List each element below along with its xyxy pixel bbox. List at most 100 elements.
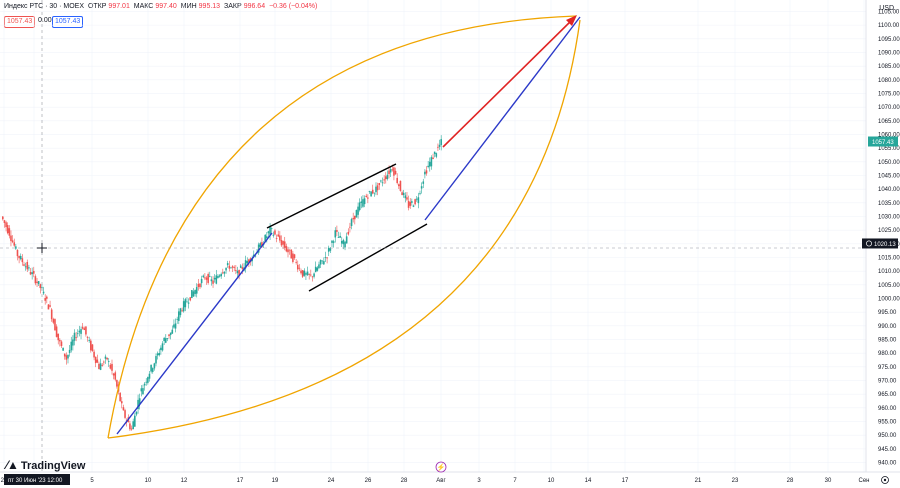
time-tick-label: 28 <box>787 478 794 484</box>
blue-trend-left <box>116 232 273 435</box>
tradingview-logo[interactable]: ⁄▲ TradingView <box>6 458 85 472</box>
candle <box>298 264 301 272</box>
price-tick-label: 1040.00 <box>878 187 900 193</box>
candle <box>151 367 154 374</box>
change-value: −0.36 (−0.04%) <box>269 3 318 10</box>
candle <box>124 408 126 420</box>
time-tick-label: 28 <box>401 478 408 484</box>
price-tick-label: 1090.00 <box>878 50 900 56</box>
svg-text:1057.43: 1057.43 <box>872 140 894 146</box>
candle <box>75 331 77 342</box>
candle <box>54 318 56 331</box>
ask-badge[interactable]: 1057.43 <box>52 16 84 28</box>
symbol-title[interactable]: Индекс РТС · 30 · MOEX <box>4 3 84 10</box>
candle <box>80 326 82 340</box>
candle <box>334 227 337 243</box>
candle <box>275 234 278 243</box>
candle <box>116 379 118 389</box>
candle <box>422 178 425 189</box>
candle <box>112 372 115 380</box>
price-tags: 1057.43 1020.13 <box>862 136 898 249</box>
candle <box>381 177 384 187</box>
candle <box>246 257 249 264</box>
candle <box>402 189 405 198</box>
candle <box>181 307 183 312</box>
candle <box>311 275 314 282</box>
time-tick-label: 12 <box>181 478 188 484</box>
bid-badge[interactable]: 1057.43 <box>4 16 36 28</box>
candle <box>49 300 51 308</box>
candle <box>104 354 107 364</box>
candle <box>103 360 105 366</box>
candle <box>301 270 304 278</box>
candle <box>73 329 76 346</box>
candle <box>120 397 123 409</box>
candle <box>352 212 354 223</box>
candle <box>8 225 11 239</box>
candle <box>222 268 224 275</box>
candle <box>194 289 196 297</box>
candle <box>380 179 382 183</box>
time-tick-label: 14 <box>585 478 592 484</box>
time-tick-label: 23 <box>732 478 739 484</box>
candle <box>406 192 408 201</box>
candle <box>257 242 260 255</box>
candle <box>310 269 312 277</box>
candle <box>83 326 86 331</box>
candle <box>81 323 84 330</box>
low-label: МИН <box>180 3 197 10</box>
red-arrow-line <box>442 17 575 148</box>
grid <box>0 0 866 472</box>
time-tick-label: 17 <box>237 478 244 484</box>
candle <box>303 268 306 277</box>
candle <box>150 364 152 374</box>
candle <box>143 382 146 391</box>
candle <box>205 275 208 285</box>
crosshair <box>0 0 866 472</box>
candle <box>21 254 24 266</box>
candle <box>109 363 112 370</box>
candle <box>411 198 413 206</box>
candle <box>19 253 22 261</box>
time-axis: 28пт 30 Июн '23510121719242628Авг3710141… <box>1 474 869 485</box>
candle <box>305 271 307 281</box>
time-tick-label: 3 <box>477 478 481 484</box>
time-tick-label: 10 <box>145 478 152 484</box>
candle <box>228 260 231 272</box>
candle <box>274 228 276 236</box>
candle <box>6 222 9 235</box>
time-tick-label: 26 <box>365 478 372 484</box>
candle <box>184 297 187 312</box>
candle <box>18 255 20 264</box>
candle <box>140 385 143 397</box>
candle <box>91 344 94 352</box>
candle <box>156 351 159 360</box>
candle <box>192 288 195 298</box>
candle <box>60 340 63 348</box>
candle <box>365 193 368 198</box>
candle <box>153 362 156 371</box>
candle <box>94 356 97 368</box>
candle <box>344 240 346 251</box>
candle <box>101 363 104 367</box>
candle <box>5 220 7 232</box>
candle <box>135 411 138 417</box>
candle <box>290 249 293 259</box>
candle <box>433 151 436 158</box>
candle <box>306 266 309 276</box>
currency-label[interactable]: USD <box>879 5 894 12</box>
candle <box>171 325 174 334</box>
candle <box>145 378 148 386</box>
candle <box>50 307 53 322</box>
high-label: МАКС <box>133 3 154 10</box>
price-tick-label: 975.00 <box>878 365 897 371</box>
price-tick-label: 1070.00 <box>878 105 900 111</box>
candle <box>24 262 27 271</box>
crosshair-date-label: пт 30 Июн '23 12:00 <box>4 474 70 485</box>
price-tick-label: 1060.00 <box>878 132 900 138</box>
candle <box>191 289 193 299</box>
candle <box>179 307 182 318</box>
candle <box>166 338 169 342</box>
candle <box>36 277 38 288</box>
